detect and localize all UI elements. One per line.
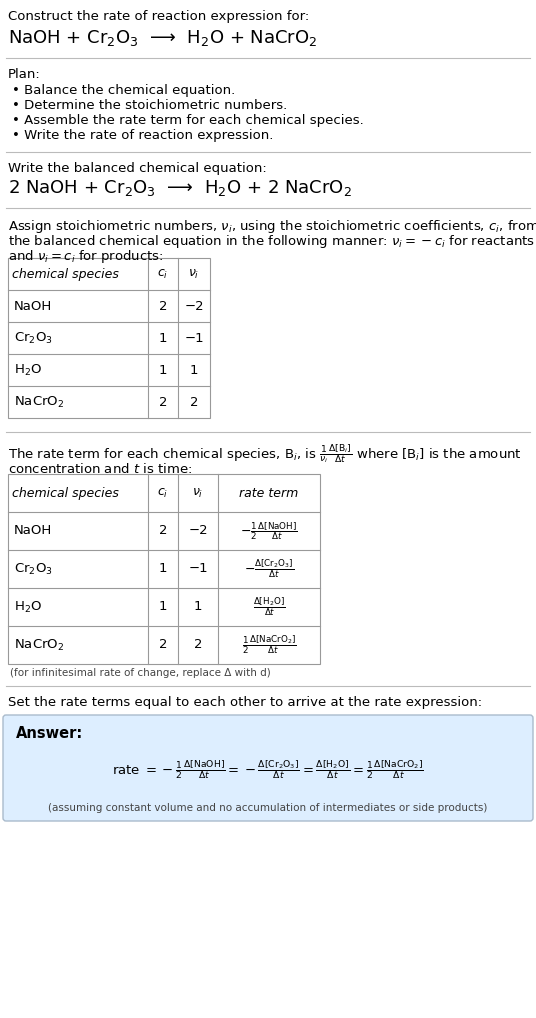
Text: 1: 1 bbox=[159, 601, 167, 614]
Text: • Write the rate of reaction expression.: • Write the rate of reaction expression. bbox=[12, 129, 273, 142]
Text: −1: −1 bbox=[188, 563, 208, 575]
Text: 1: 1 bbox=[193, 601, 202, 614]
Text: 1: 1 bbox=[159, 332, 167, 344]
Text: Answer:: Answer: bbox=[16, 726, 83, 741]
Text: chemical species: chemical species bbox=[12, 487, 119, 500]
Text: H$_2$O: H$_2$O bbox=[14, 362, 42, 378]
Text: NaOH + Cr$_2$O$_3$  ⟶  H$_2$O + NaCrO$_2$: NaOH + Cr$_2$O$_3$ ⟶ H$_2$O + NaCrO$_2$ bbox=[8, 29, 317, 48]
Text: $c_i$: $c_i$ bbox=[158, 268, 169, 281]
Text: −2: −2 bbox=[184, 299, 204, 313]
Text: Assign stoichiometric numbers, $\nu_i$, using the stoichiometric coefficients, $: Assign stoichiometric numbers, $\nu_i$, … bbox=[8, 218, 536, 235]
Text: 2: 2 bbox=[159, 396, 167, 408]
Text: and $\nu_i = c_i$ for products:: and $\nu_i = c_i$ for products: bbox=[8, 248, 163, 265]
Text: • Balance the chemical equation.: • Balance the chemical equation. bbox=[12, 84, 235, 97]
Text: H$_2$O: H$_2$O bbox=[14, 600, 42, 615]
Text: $\frac{\Delta[\mathrm{H_2O}]}{\Delta t}$: $\frac{\Delta[\mathrm{H_2O}]}{\Delta t}$ bbox=[253, 596, 285, 618]
FancyBboxPatch shape bbox=[3, 715, 533, 821]
Text: 2: 2 bbox=[159, 299, 167, 313]
Bar bbox=[8, 258, 210, 418]
Text: Plan:: Plan: bbox=[8, 68, 41, 81]
Text: 2 NaOH + Cr$_2$O$_3$  ⟶  H$_2$O + 2 NaCrO$_2$: 2 NaOH + Cr$_2$O$_3$ ⟶ H$_2$O + 2 NaCrO$… bbox=[8, 178, 352, 197]
Text: 2: 2 bbox=[190, 396, 198, 408]
Text: Set the rate terms equal to each other to arrive at the rate expression:: Set the rate terms equal to each other t… bbox=[8, 696, 482, 709]
Text: The rate term for each chemical species, B$_i$, is $\frac{1}{\nu_i}\frac{\Delta[: The rate term for each chemical species,… bbox=[8, 442, 522, 465]
Text: $\nu_i$: $\nu_i$ bbox=[188, 268, 200, 281]
Text: Cr$_2$O$_3$: Cr$_2$O$_3$ bbox=[14, 331, 53, 345]
Text: NaOH: NaOH bbox=[14, 299, 52, 313]
Text: rate term: rate term bbox=[240, 487, 299, 500]
Text: 2: 2 bbox=[159, 524, 167, 538]
Text: concentration and $t$ is time:: concentration and $t$ is time: bbox=[8, 462, 192, 476]
Text: NaCrO$_2$: NaCrO$_2$ bbox=[14, 637, 64, 653]
Text: the balanced chemical equation in the following manner: $\nu_i = -c_i$ for react: the balanced chemical equation in the fo… bbox=[8, 233, 535, 250]
Text: Construct the rate of reaction expression for:: Construct the rate of reaction expressio… bbox=[8, 10, 309, 23]
Text: chemical species: chemical species bbox=[12, 268, 119, 281]
Text: 2: 2 bbox=[159, 638, 167, 652]
Text: 2: 2 bbox=[193, 638, 202, 652]
Text: −2: −2 bbox=[188, 524, 208, 538]
Text: NaOH: NaOH bbox=[14, 524, 52, 538]
Text: $-\frac{\Delta[\mathrm{Cr_2O_3}]}{\Delta t}$: $-\frac{\Delta[\mathrm{Cr_2O_3}]}{\Delta… bbox=[244, 558, 294, 580]
Text: 1: 1 bbox=[159, 563, 167, 575]
Text: $-\frac{1}{2}\frac{\Delta[\mathrm{NaOH}]}{\Delta t}$: $-\frac{1}{2}\frac{\Delta[\mathrm{NaOH}]… bbox=[240, 520, 298, 542]
Text: (assuming constant volume and no accumulation of intermediates or side products): (assuming constant volume and no accumul… bbox=[48, 803, 488, 813]
Text: 1: 1 bbox=[159, 363, 167, 377]
Text: • Assemble the rate term for each chemical species.: • Assemble the rate term for each chemic… bbox=[12, 114, 364, 127]
Text: $c_i$: $c_i$ bbox=[158, 487, 169, 500]
Text: −1: −1 bbox=[184, 332, 204, 344]
Text: Cr$_2$O$_3$: Cr$_2$O$_3$ bbox=[14, 562, 53, 576]
Text: • Determine the stoichiometric numbers.: • Determine the stoichiometric numbers. bbox=[12, 99, 287, 112]
Text: (for infinitesimal rate of change, replace Δ with d): (for infinitesimal rate of change, repla… bbox=[10, 668, 271, 678]
Text: $\frac{1}{2}\frac{\Delta[\mathrm{NaCrO_2}]}{\Delta t}$: $\frac{1}{2}\frac{\Delta[\mathrm{NaCrO_2… bbox=[242, 633, 296, 657]
Text: $\nu_i$: $\nu_i$ bbox=[192, 487, 204, 500]
Text: NaCrO$_2$: NaCrO$_2$ bbox=[14, 394, 64, 409]
Text: 1: 1 bbox=[190, 363, 198, 377]
Text: Write the balanced chemical equation:: Write the balanced chemical equation: bbox=[8, 162, 267, 175]
Bar bbox=[8, 474, 320, 664]
Text: rate $= -\frac{1}{2}\frac{\Delta[\mathrm{NaOH}]}{\Delta t} = -\frac{\Delta[\math: rate $= -\frac{1}{2}\frac{\Delta[\mathrm… bbox=[112, 758, 424, 782]
